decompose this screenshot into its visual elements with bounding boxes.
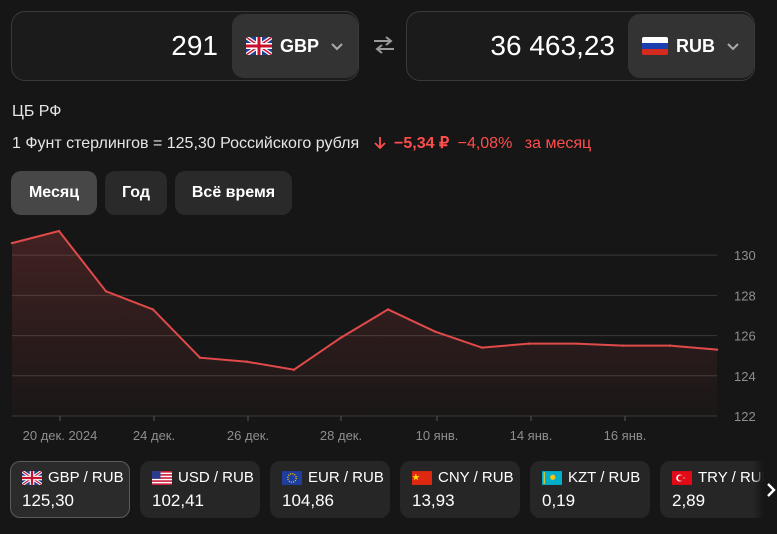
tile-value: 104,86 — [282, 491, 334, 510]
chevron-down-icon — [727, 43, 739, 51]
to-currency-code: RUB — [676, 35, 715, 56]
chevron-down-icon — [331, 43, 343, 51]
y-tick-label: 128 — [734, 288, 756, 303]
rate-source: ЦБ РФ — [12, 103, 62, 120]
data-point — [104, 290, 108, 293]
tile-pair: USD / RUB — [178, 469, 254, 486]
period-month-button[interactable]: Месяц — [11, 171, 97, 215]
tile-value: 0,19 — [542, 491, 576, 510]
tile-kzt-rub[interactable]: KZT / RUB 0,19 — [530, 461, 650, 518]
from-amount-input[interactable]: 291 — [171, 30, 218, 61]
from-amount-box: 291 GBP — [11, 11, 359, 81]
tile-value: 13,93 — [412, 491, 455, 510]
tile-eur-rub[interactable]: EUR / RUB 104,86 — [270, 461, 390, 518]
tile-pair: EUR / RUB — [308, 469, 384, 486]
tile-cny-rub[interactable]: CNY / RUB 13,93 — [400, 461, 520, 518]
data-point — [527, 342, 531, 345]
tile-value: 102,41 — [152, 491, 204, 510]
tr-flag-icon — [672, 470, 692, 485]
data-point — [480, 346, 484, 349]
tile-pair: GBP / RUB — [48, 469, 124, 486]
to-amount-input[interactable]: 36 463,23 — [490, 30, 615, 61]
from-currency-code: GBP — [280, 35, 320, 56]
data-point — [57, 229, 61, 233]
swap-icon[interactable] — [371, 34, 397, 56]
uk-flag-icon — [22, 470, 42, 485]
data-point — [10, 241, 14, 245]
data-point — [292, 368, 296, 371]
to-amount-box: 36 463,23 RUB — [406, 11, 755, 81]
data-point — [433, 330, 437, 333]
to-currency-select[interactable]: RUB — [628, 14, 754, 78]
tiles-next-button[interactable] — [753, 461, 777, 518]
eu-flag-icon — [282, 470, 302, 485]
uk-flag-icon — [246, 37, 272, 55]
data-point — [151, 308, 155, 311]
rate-change-pct: −4,08% — [457, 135, 513, 152]
data-point — [198, 356, 202, 359]
rate-change: −5,34 ₽ −4,08% за месяц — [373, 135, 592, 152]
data-point — [621, 344, 625, 347]
data-point — [339, 336, 343, 339]
x-tick-label: 16 янв. — [604, 428, 647, 443]
y-tick-label: 124 — [734, 369, 756, 384]
tile-usd-rub[interactable]: USD / RUB 102,41 — [140, 461, 260, 518]
x-tick-label: 28 дек. — [320, 428, 362, 443]
x-tick-label: 20 дек. 2024 — [23, 428, 98, 443]
data-point — [574, 342, 578, 345]
tile-value: 125,30 — [22, 491, 74, 510]
x-tick-label: 10 янв. — [416, 428, 459, 443]
data-point — [386, 308, 390, 311]
rate-change-period: за месяц — [524, 135, 592, 152]
arrow-down-icon — [373, 137, 386, 150]
period-year-button[interactable]: Год — [105, 171, 167, 215]
series-line — [11, 229, 718, 371]
rate-chart: 130 128 126 124 122 20 дек. 2024 24 дек. 26 дек… — [10, 229, 756, 443]
ru-flag-icon — [642, 37, 668, 55]
x-tick-label: 14 янв. — [510, 428, 553, 443]
tile-pair: KZT / RUB — [568, 469, 641, 486]
rate-text-line: 1 Фунт стерлингов = 125,30 Российского р… — [12, 133, 591, 153]
y-tick-label: 122 — [734, 409, 756, 424]
tile-pair: CNY / RUB — [438, 469, 514, 486]
x-tick-label: 26 дек. — [227, 428, 269, 443]
tile-gbp-rub[interactable]: GBP / RUB 125,30 — [10, 461, 130, 518]
chevron-right-icon — [767, 482, 776, 497]
period-all-time-button[interactable]: Всё время — [175, 171, 292, 215]
tile-value: 2,89 — [672, 491, 706, 510]
y-tick-label: 130 — [734, 248, 756, 263]
from-currency-select[interactable]: GBP — [232, 14, 358, 78]
rate-change-abs: −5,34 ₽ — [394, 135, 450, 152]
x-tick-label: 24 дек. — [133, 428, 175, 443]
kz-flag-icon — [542, 470, 562, 485]
data-point — [245, 360, 249, 363]
data-point — [715, 348, 719, 351]
us-flag-icon — [152, 470, 172, 485]
data-point — [668, 344, 672, 347]
rate-text: 1 Фунт стерлингов = 125,30 Российского р… — [12, 135, 360, 152]
cn-flag-icon — [412, 470, 432, 485]
y-tick-label: 126 — [734, 329, 756, 344]
